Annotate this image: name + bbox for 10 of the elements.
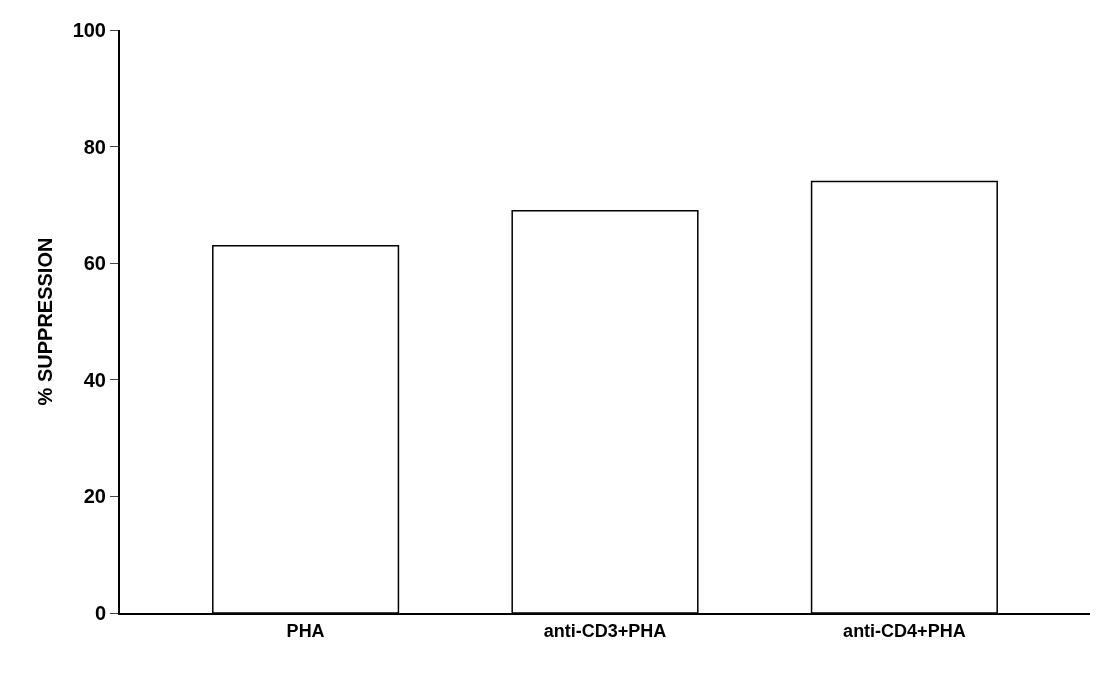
y-tick-label: 20 <box>83 485 106 508</box>
y-tick-label: 80 <box>83 135 106 158</box>
y-axis-title: % SUPPRESSION <box>33 237 56 406</box>
y-tick-label: 100 <box>72 19 106 41</box>
y-tick-label: 0 <box>94 602 106 624</box>
x-tick-label: anti-CD3+PHA <box>543 620 667 641</box>
y-tick-label: 60 <box>83 252 106 275</box>
x-tick-label: PHA <box>286 620 325 641</box>
x-tick-label: anti-CD4+PHA <box>843 620 966 641</box>
y-tick-label: 40 <box>83 368 106 391</box>
